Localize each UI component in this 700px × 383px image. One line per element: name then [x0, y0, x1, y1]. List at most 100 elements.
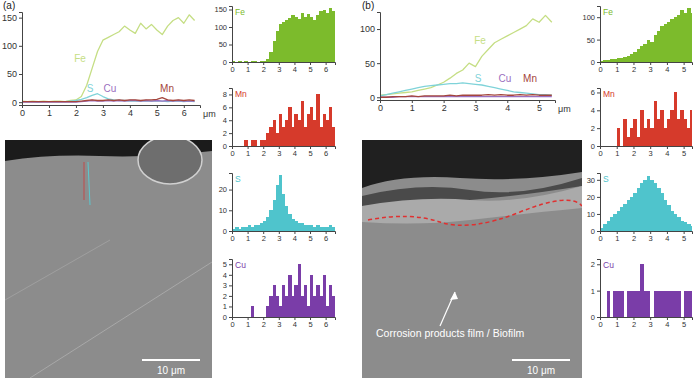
- bar: [674, 291, 678, 317]
- tick-label: 0: [598, 65, 602, 74]
- bar: [298, 264, 301, 317]
- tick-label: 5: [308, 320, 312, 329]
- bar: [690, 291, 692, 317]
- bar: [288, 275, 291, 317]
- tick-label: 4: [128, 108, 133, 118]
- bar: [241, 317, 244, 318]
- axis-line: [381, 101, 556, 104]
- axis: 0246: [591, 88, 601, 151]
- tick: 2: [442, 100, 447, 113]
- axis: 050100150: [2, 13, 23, 108]
- tick: 50: [365, 59, 380, 69]
- tick-label: 2: [632, 65, 636, 74]
- bar: [301, 13, 304, 62]
- bar: [637, 291, 641, 317]
- bar: [654, 101, 658, 146]
- tick-label: 6: [182, 108, 187, 118]
- bar: [687, 224, 691, 231]
- series-line: [22, 94, 195, 102]
- tick-label: 0: [591, 58, 595, 67]
- bar: [279, 306, 282, 317]
- tick: 30: [587, 176, 600, 185]
- bar: [677, 291, 681, 317]
- tick-mark: [597, 214, 600, 215]
- axis: 0 50 100: [360, 13, 381, 103]
- tick: 4: [293, 62, 297, 74]
- bar: [664, 128, 668, 146]
- series-label: S: [475, 73, 482, 84]
- pit: [138, 140, 202, 184]
- tick-label: 5: [682, 320, 686, 329]
- bar: [282, 194, 285, 231]
- tick: 0: [223, 313, 232, 322]
- tick-mark: [19, 46, 22, 47]
- tick: 2: [591, 260, 600, 269]
- bar: [329, 225, 332, 231]
- bar: [257, 225, 260, 231]
- plot-area: [600, 8, 692, 62]
- bar: [263, 61, 266, 62]
- tick: 0: [230, 317, 234, 329]
- bar: [313, 296, 316, 317]
- bar: [607, 146, 611, 147]
- bar: [244, 227, 247, 231]
- tick-mark: [597, 180, 600, 181]
- bar: [254, 140, 257, 146]
- bar: [617, 58, 621, 62]
- tick: 3: [649, 317, 653, 329]
- chart-title: Fe: [603, 7, 613, 17]
- bar: [650, 128, 654, 146]
- axis-line: [377, 13, 381, 101]
- tick-label: 0: [223, 58, 227, 67]
- bar: [603, 224, 607, 231]
- tick-label: 0: [598, 320, 602, 329]
- bar: [310, 17, 313, 62]
- bar: [301, 223, 304, 231]
- chart-title: Mn: [603, 89, 615, 99]
- tick-label: 1: [47, 108, 52, 118]
- tick-label: 8: [223, 90, 227, 99]
- bar: [285, 206, 288, 231]
- tick: 2: [262, 317, 266, 329]
- tick-label: 3: [277, 234, 281, 243]
- tick: 0: [591, 313, 600, 322]
- bar: [329, 107, 332, 146]
- bar: [326, 13, 329, 62]
- bar: [307, 225, 310, 231]
- bar: [282, 285, 285, 317]
- bar: [613, 291, 617, 317]
- mount-region: [362, 140, 582, 188]
- bar: [276, 296, 279, 317]
- annotation-arrowhead: [450, 292, 458, 300]
- bar: [248, 61, 251, 62]
- tick-label: 0: [370, 93, 375, 103]
- bar: [238, 146, 241, 147]
- tick-label: 5: [155, 108, 160, 118]
- tick-label: 0: [223, 227, 227, 236]
- tick: 4: [223, 116, 232, 125]
- tick: 100: [360, 24, 380, 34]
- tick: 100: [582, 13, 600, 22]
- tick: 2: [632, 231, 636, 243]
- tick: 0: [591, 142, 600, 151]
- bar: [640, 110, 644, 146]
- bar: [316, 225, 319, 231]
- bar: [319, 296, 322, 317]
- figure: 10 μm10 μmCorrosion products film / Biof…: [0, 0, 700, 383]
- bar: [613, 59, 617, 62]
- bar: [329, 8, 332, 62]
- tick-mark: [229, 27, 232, 28]
- bar: [637, 137, 641, 146]
- bar: [640, 264, 644, 317]
- tick: 4: [665, 317, 669, 329]
- bar: [613, 214, 617, 231]
- chart-title: S: [603, 174, 609, 184]
- tick: 6: [324, 146, 328, 158]
- bar: [687, 128, 691, 146]
- bar: [244, 61, 247, 62]
- axis: 012345: [598, 231, 692, 243]
- tick-mark: [229, 275, 232, 276]
- tick-label: 2: [262, 234, 266, 243]
- axis: 02468: [223, 89, 233, 151]
- tick-label: 50: [587, 36, 595, 45]
